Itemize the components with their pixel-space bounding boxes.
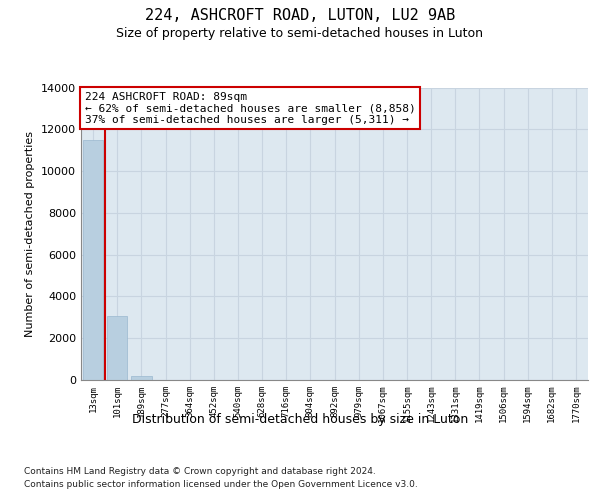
Text: Contains HM Land Registry data © Crown copyright and database right 2024.: Contains HM Land Registry data © Crown c… (24, 468, 376, 476)
Bar (83, 140, 103, 380)
Text: Contains public sector information licensed under the Open Government Licence v3: Contains public sector information licen… (24, 480, 418, 489)
Text: 224, ASHCROFT ROAD, LUTON, LU2 9AB: 224, ASHCROFT ROAD, LUTON, LU2 9AB (145, 8, 455, 22)
Bar (131, 376, 152, 380)
Bar (107, 316, 127, 380)
Text: Distribution of semi-detached houses by size in Luton: Distribution of semi-detached houses by … (132, 412, 468, 426)
Text: Size of property relative to semi-detached houses in Luton: Size of property relative to semi-detach… (116, 28, 484, 40)
Y-axis label: Number of semi-detached properties: Number of semi-detached properties (25, 130, 35, 337)
Text: 224 ASHCROFT ROAD: 89sqm
← 62% of semi-detached houses are smaller (8,858)
37% o: 224 ASHCROFT ROAD: 89sqm ← 62% of semi-d… (85, 92, 415, 125)
